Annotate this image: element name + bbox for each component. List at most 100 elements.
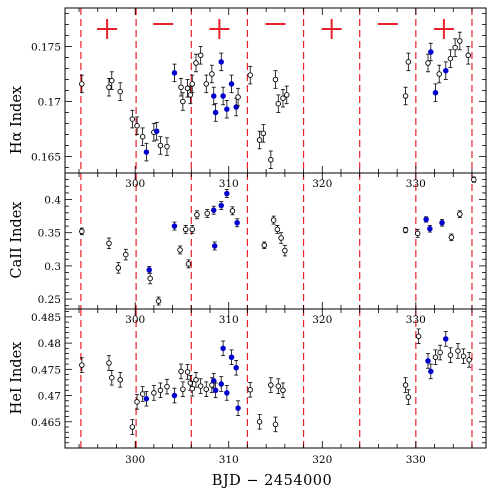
point-marker [220, 93, 226, 99]
point-marker [405, 394, 412, 400]
point-marker [203, 386, 210, 393]
data-point [437, 344, 443, 361]
point-marker [157, 387, 164, 394]
data-point [157, 136, 164, 155]
highlighted-data-point [220, 86, 226, 106]
panel-frame [64, 172, 487, 310]
data-point [184, 79, 191, 98]
data-point [109, 369, 115, 386]
panel-1: 0.165 0.17 0.175 Hα Index [9, 7, 487, 174]
data-point [204, 209, 210, 218]
point-marker [432, 354, 439, 361]
point-marker [180, 386, 186, 393]
highlighted-data-point [427, 225, 433, 233]
point-marker [153, 128, 160, 134]
point-marker [129, 424, 136, 430]
panel-2: 300 310 320 330 0.25 0.3 0.35 0.4 CaII Index [9, 172, 487, 310]
point-marker [123, 251, 129, 258]
point-marker [234, 220, 240, 226]
highlighted-data-point [218, 201, 224, 210]
point-marker [109, 374, 115, 381]
y-axis-label: HeI Index [9, 342, 25, 415]
point-marker [178, 368, 184, 375]
highlighted-data-point [171, 63, 178, 83]
point-marker [275, 100, 282, 107]
data-point [282, 244, 288, 257]
data-point [275, 94, 282, 113]
data-point [193, 372, 199, 388]
point-marker [228, 81, 235, 87]
point-marker [106, 360, 112, 366]
data-point [180, 381, 186, 397]
point-marker [189, 81, 195, 87]
plus-sign [321, 19, 342, 39]
data-point [79, 227, 85, 236]
point-marker [427, 225, 433, 232]
point-marker [402, 382, 409, 388]
data-point [106, 355, 112, 371]
point-marker [194, 212, 200, 218]
point-marker [193, 60, 199, 66]
data-point [432, 349, 439, 366]
highlighted-data-point [153, 122, 160, 141]
highlighted-data-point [432, 83, 439, 102]
data-point [79, 74, 85, 94]
highlighted-data-point [228, 349, 235, 366]
data-point [447, 49, 454, 68]
data-point [415, 328, 422, 345]
y-axis-label: CaII Index [9, 202, 25, 279]
point-marker [247, 72, 253, 78]
highlighted-data-point [224, 189, 230, 198]
y-tick-label: 0.35 [38, 228, 61, 240]
point-marker [455, 348, 461, 354]
y-tick-label: 0.165 [31, 152, 61, 164]
data-point [260, 124, 267, 143]
data-point [157, 382, 164, 399]
data-point [466, 352, 472, 368]
point-marker [115, 265, 122, 271]
x-tick-label: 310 [219, 454, 239, 466]
point-marker [260, 130, 267, 137]
data-point [134, 116, 140, 135]
point-marker [457, 38, 463, 44]
point-marker [143, 149, 150, 155]
point-marker [224, 190, 230, 197]
point-marker [452, 44, 458, 51]
point-marker [268, 382, 274, 388]
point-marker [448, 234, 455, 241]
point-marker [280, 95, 286, 101]
data-point [164, 137, 170, 156]
data-point [197, 46, 204, 65]
y-tick-label: 0.485 [31, 312, 61, 324]
highlighted-data-point [220, 340, 226, 357]
data-point [448, 233, 455, 242]
x-axis-label: BJD − 2454000 [212, 473, 333, 489]
highlighted-data-point [218, 376, 224, 392]
data-point [106, 237, 112, 250]
data-point [414, 228, 421, 238]
point-marker [79, 81, 85, 87]
point-marker [106, 240, 112, 247]
point-marker [443, 336, 449, 342]
data-point [455, 343, 461, 359]
point-marker [184, 85, 191, 92]
point-marker [79, 228, 85, 235]
point-marker [436, 71, 442, 77]
data-point [164, 378, 170, 395]
data-point [182, 225, 189, 234]
highlighted-data-point [212, 382, 219, 399]
point-marker [283, 92, 290, 98]
point-marker [256, 419, 263, 425]
panel-frame [64, 308, 487, 449]
data-point [189, 225, 195, 234]
data-point [79, 357, 85, 373]
highlighted-data-point [143, 142, 150, 162]
point-marker [157, 142, 164, 149]
data-point [268, 150, 274, 170]
point-marker [212, 109, 219, 116]
data-point [247, 382, 253, 398]
x-tick-label: 310 [219, 178, 239, 190]
data-point [261, 241, 268, 250]
point-marker [212, 387, 219, 394]
data-point [457, 31, 463, 51]
